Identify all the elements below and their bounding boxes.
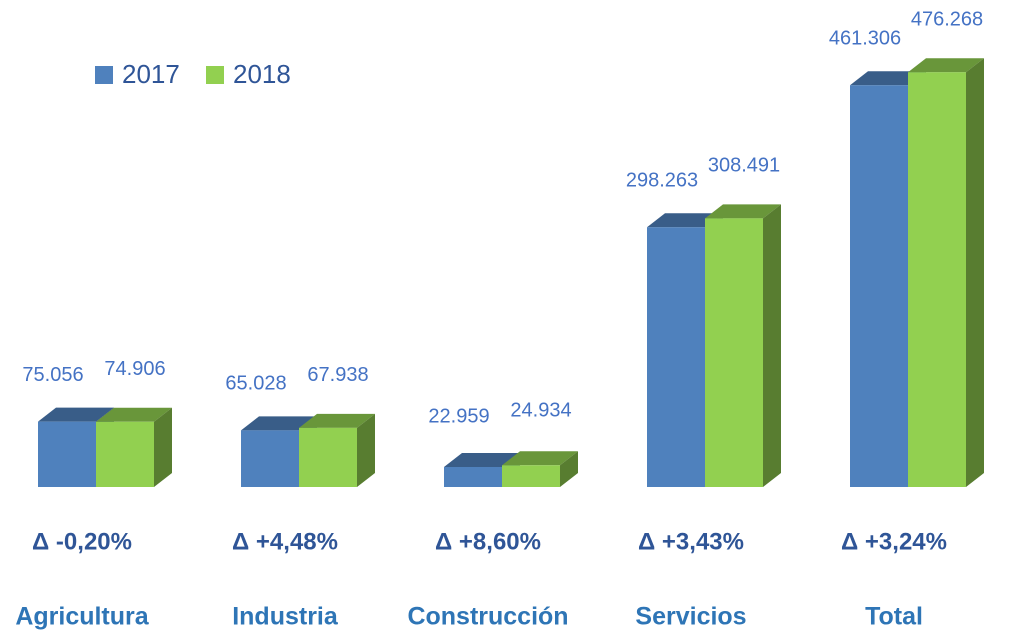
bar bbox=[705, 204, 781, 487]
bar-front bbox=[908, 72, 966, 487]
value-label: 75.056 bbox=[22, 364, 83, 386]
bar-front bbox=[850, 85, 908, 487]
legend-swatch bbox=[206, 66, 224, 84]
value-label: 308.491 bbox=[708, 155, 780, 177]
annotation: Δ +3,24% bbox=[841, 528, 947, 555]
annotation: Δ +3,43% bbox=[638, 528, 744, 555]
value-label: 22.959 bbox=[428, 405, 489, 427]
bar-top bbox=[96, 407, 172, 422]
bar bbox=[908, 58, 984, 488]
x-tick-label: Industria bbox=[232, 603, 339, 631]
bar-side bbox=[357, 413, 375, 487]
bar-top bbox=[705, 204, 781, 219]
bar-front bbox=[38, 421, 96, 487]
annotation: Δ +4,48% bbox=[232, 528, 338, 555]
value-label: 65.028 bbox=[225, 373, 286, 395]
legend-swatch bbox=[95, 66, 113, 84]
bar-top bbox=[502, 451, 578, 466]
bar-front bbox=[241, 430, 299, 487]
bar bbox=[502, 451, 578, 487]
bar-front bbox=[502, 465, 560, 487]
value-label: 298.263 bbox=[626, 170, 698, 192]
annotation: Δ +8,60% bbox=[435, 528, 541, 555]
annotation: Δ -0,20% bbox=[32, 528, 132, 555]
x-tick-label: Construcción bbox=[407, 603, 568, 631]
bar-top bbox=[908, 58, 984, 73]
bar-side bbox=[154, 407, 172, 487]
x-tick-label: Agricultura bbox=[15, 603, 149, 631]
bar bbox=[96, 407, 172, 487]
legend-label: 2017 bbox=[122, 59, 180, 89]
x-tick-label: Total bbox=[865, 603, 923, 631]
bar-front bbox=[647, 227, 705, 487]
bar-top bbox=[241, 416, 317, 431]
bar-front bbox=[299, 427, 357, 487]
bar-top bbox=[38, 407, 114, 422]
value-label: 74.906 bbox=[104, 358, 165, 380]
value-label: 67.938 bbox=[307, 364, 368, 386]
value-label: 461.306 bbox=[829, 28, 901, 50]
bar-front bbox=[705, 218, 763, 487]
bar bbox=[299, 413, 375, 487]
bar-front bbox=[444, 467, 502, 487]
bar-front bbox=[96, 421, 154, 487]
bar-side bbox=[966, 58, 984, 488]
value-label: 476.268 bbox=[911, 8, 983, 30]
bar-top bbox=[647, 213, 723, 228]
bar-side bbox=[763, 204, 781, 487]
legend-label: 2018 bbox=[233, 59, 291, 89]
bar-top bbox=[444, 453, 520, 468]
bar-top bbox=[850, 71, 926, 86]
value-label: 24.934 bbox=[510, 399, 571, 421]
x-tick-label: Servicios bbox=[635, 603, 746, 631]
bar-top bbox=[299, 413, 375, 428]
bar-side bbox=[560, 451, 578, 487]
